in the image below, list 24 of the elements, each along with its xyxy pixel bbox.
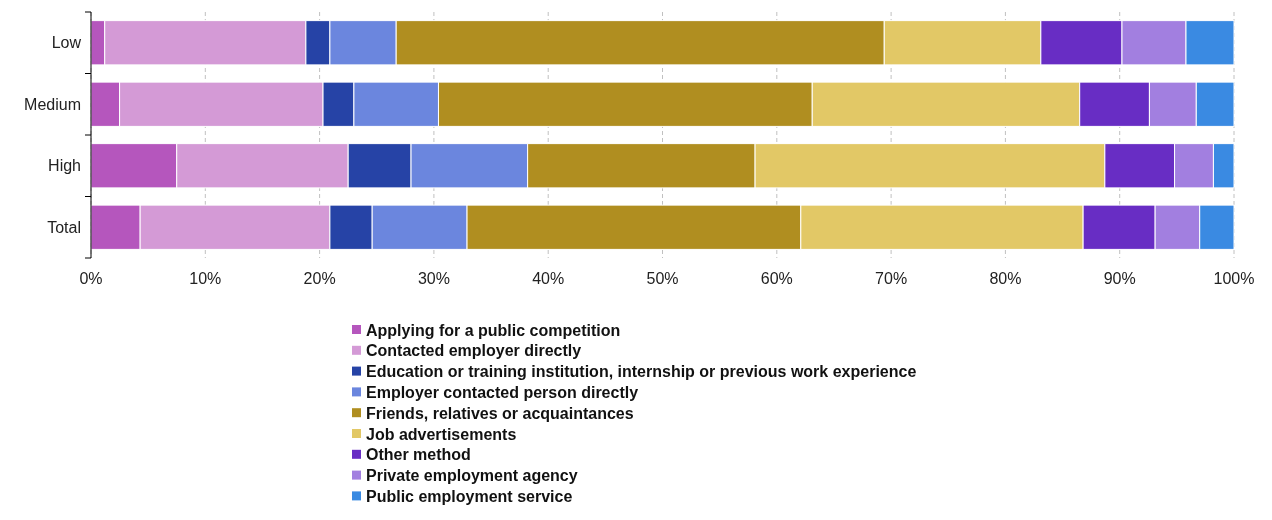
x-tick-label: 10% (189, 270, 222, 287)
y-tick-label: High (48, 157, 81, 175)
y-tick-label: Medium (24, 95, 81, 113)
legend-label: Job advertisements (366, 425, 517, 443)
x-tick-label: 30% (417, 270, 450, 287)
x-tick-label: 70% (875, 270, 908, 287)
legend-label: Public employment service (366, 488, 573, 505)
legend-label: Other method (366, 446, 471, 464)
x-tick-label: 100% (1213, 270, 1255, 287)
x-tick-label: 0% (79, 270, 103, 287)
legend-label: Education or training institution, internship or previous work experience (366, 363, 917, 381)
x-tick-label: 90% (1103, 270, 1136, 287)
legend-label: Applying for a public competition (366, 321, 621, 339)
x-tick-label: 20% (303, 270, 336, 287)
legend-label: Employer contacted person directly (366, 384, 639, 401)
legend-label: Friends, relatives or acquaintances (366, 404, 634, 422)
x-tick-label: 80% (989, 270, 1022, 287)
y-tick-label: Low (51, 34, 82, 52)
legend-label: Contacted employer directly (366, 342, 582, 360)
x-tick-label: 50% (646, 270, 679, 287)
x-tick-label: 40% (532, 270, 565, 287)
legend-label: Private employment agency (366, 467, 578, 485)
x-tick-label: 60% (760, 270, 793, 287)
y-tick-label: Total (47, 218, 81, 236)
